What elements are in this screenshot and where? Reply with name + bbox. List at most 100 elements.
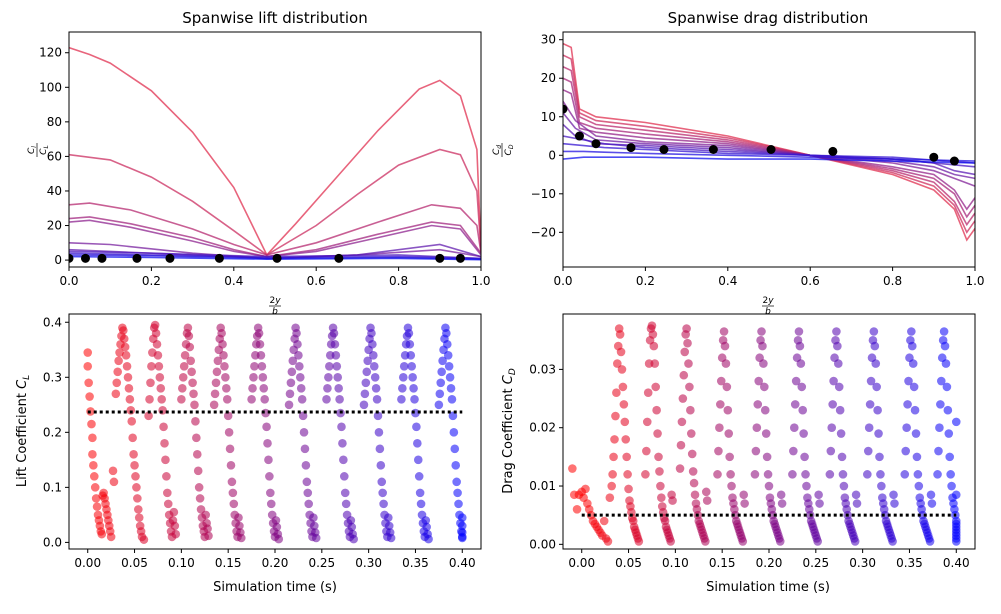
data-point bbox=[679, 370, 689, 380]
drag-distribution-frame bbox=[562, 31, 976, 268]
data-point bbox=[910, 405, 920, 415]
x-tick-label: 0.25 bbox=[308, 556, 335, 570]
data-point bbox=[623, 470, 632, 479]
data-point bbox=[877, 481, 886, 491]
drag-distribution-xlabel: 2y b bbox=[762, 296, 774, 317]
data-point bbox=[825, 470, 835, 479]
y-tick-label: 0.02 bbox=[529, 421, 556, 435]
data-point bbox=[119, 326, 128, 335]
data-point bbox=[723, 405, 733, 415]
data-point bbox=[647, 321, 657, 330]
data-point bbox=[89, 461, 98, 470]
y-tick-label: 80 bbox=[47, 115, 62, 129]
data-point bbox=[234, 513, 243, 522]
data-point bbox=[617, 365, 627, 374]
x-tick-label: 0.15 bbox=[709, 556, 736, 570]
data-point bbox=[437, 367, 446, 377]
data-point bbox=[864, 423, 874, 433]
data-point bbox=[876, 470, 885, 479]
data-point bbox=[294, 350, 303, 360]
drag-distribution-yticks: −20 −10 0 10 20 30 bbox=[531, 33, 563, 239]
data-point bbox=[827, 423, 837, 433]
data-point bbox=[611, 411, 620, 421]
data-point bbox=[619, 400, 629, 409]
x-tick-label: 0.25 bbox=[802, 556, 829, 570]
data-point bbox=[219, 350, 228, 360]
data-point bbox=[790, 400, 800, 409]
data-point bbox=[408, 372, 417, 382]
data-point bbox=[115, 348, 124, 357]
data-point bbox=[947, 481, 956, 491]
data-point bbox=[951, 417, 961, 427]
data-point bbox=[929, 152, 939, 162]
data-point bbox=[235, 521, 244, 531]
data-point bbox=[288, 356, 298, 366]
data-point bbox=[913, 470, 923, 479]
data-point bbox=[875, 452, 884, 462]
x-tick-label: 0.20 bbox=[262, 556, 289, 570]
data-point bbox=[111, 389, 121, 399]
y-tick-label: 0 bbox=[54, 253, 62, 267]
data-point bbox=[264, 455, 273, 465]
data-point bbox=[656, 481, 665, 491]
data-point bbox=[293, 339, 302, 349]
data-point bbox=[171, 529, 181, 539]
lift-coefficient-yticks: 0.0 0.1 0.2 0.3 0.4 bbox=[43, 315, 69, 549]
data-point bbox=[146, 378, 155, 388]
data-point bbox=[97, 253, 107, 263]
data-point bbox=[151, 328, 161, 338]
data-point bbox=[292, 328, 301, 338]
data-point bbox=[839, 481, 849, 491]
lift-distribution-yticks: 0 20 40 60 80 100 120 bbox=[39, 46, 69, 267]
data-point bbox=[333, 372, 343, 382]
data-point bbox=[724, 429, 734, 438]
data-point bbox=[740, 499, 749, 508]
data-point bbox=[574, 131, 584, 141]
lift-coefficient-xticks: 0.00 0.05 0.10 0.15 0.20 0.25 0.30 0.35 0.40 bbox=[74, 549, 476, 570]
data-point bbox=[397, 395, 406, 404]
data-point bbox=[90, 483, 100, 492]
data-point bbox=[339, 472, 349, 481]
lift-coefficient-frame bbox=[68, 313, 482, 550]
x-tick-label: 0.35 bbox=[402, 556, 429, 570]
svg-text:2y: 2y bbox=[269, 296, 281, 306]
data-point bbox=[184, 331, 194, 341]
data-point bbox=[302, 477, 312, 487]
data-point bbox=[210, 389, 220, 399]
data-point bbox=[904, 376, 913, 386]
data-point bbox=[89, 472, 99, 481]
data-point bbox=[889, 490, 898, 500]
data-point bbox=[108, 466, 118, 476]
data-point bbox=[613, 359, 622, 368]
data-point bbox=[788, 470, 797, 479]
data-point bbox=[940, 341, 950, 351]
data-point bbox=[127, 417, 137, 426]
data-point bbox=[349, 534, 358, 544]
data-point bbox=[912, 452, 922, 462]
data-point bbox=[297, 395, 307, 404]
data-point bbox=[951, 537, 961, 546]
data-point bbox=[609, 452, 618, 462]
data-point bbox=[257, 361, 267, 371]
data-point bbox=[180, 350, 190, 360]
series-line bbox=[69, 46, 481, 257]
x-tick-label: 0.40 bbox=[943, 556, 970, 570]
lift-coefficient-plot bbox=[83, 320, 467, 544]
data-point bbox=[908, 359, 918, 368]
data-point bbox=[226, 461, 236, 470]
data-point bbox=[641, 470, 650, 479]
svg-text:CL: CL bbox=[39, 145, 50, 155]
data-point bbox=[935, 423, 944, 433]
data-point bbox=[834, 382, 844, 392]
data-point bbox=[568, 464, 577, 473]
data-point bbox=[274, 534, 284, 544]
data-point bbox=[951, 490, 961, 500]
data-point bbox=[686, 405, 695, 415]
data-point bbox=[133, 494, 142, 503]
data-point bbox=[621, 435, 631, 444]
data-point bbox=[323, 383, 332, 393]
data-point bbox=[634, 537, 644, 546]
data-point bbox=[682, 324, 691, 333]
data-point bbox=[272, 522, 282, 532]
data-point bbox=[760, 405, 770, 415]
